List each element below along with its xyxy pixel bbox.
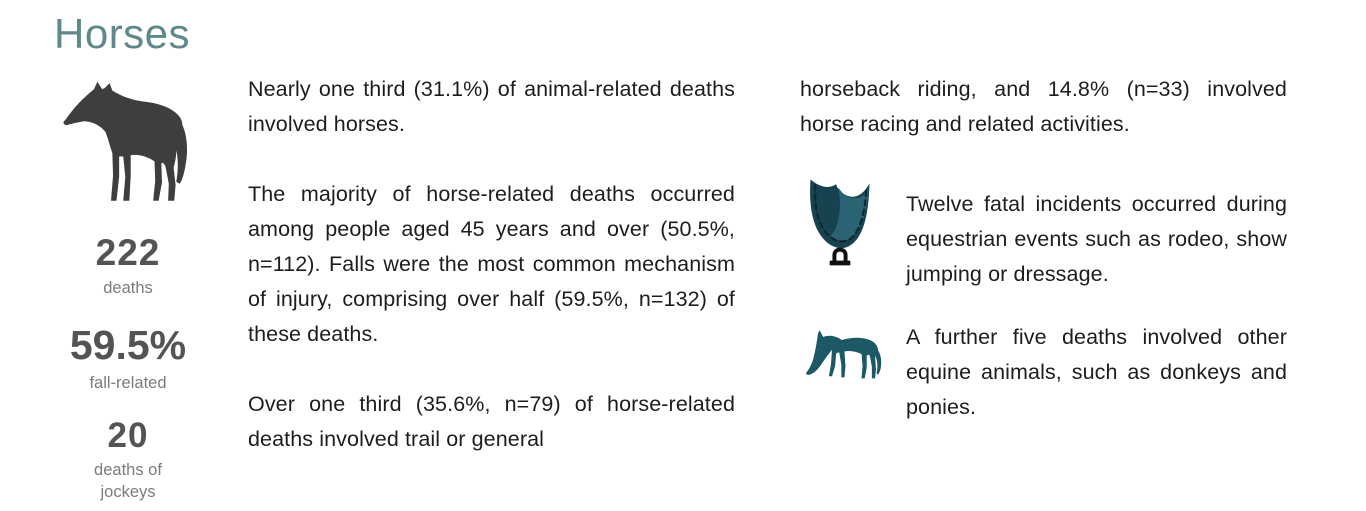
stat-value-fall-related: 59.5% — [69, 322, 187, 368]
other-equines-block: A further five deaths involved other equ… — [800, 320, 1287, 425]
equestrian-events-block: Twelve fatal incidents occurred during e… — [800, 179, 1287, 292]
stat-label-deaths: deaths — [103, 278, 153, 297]
body-paragraph: A further five deaths involved other equ… — [906, 325, 1287, 419]
stat-value-deaths: 222 — [95, 232, 161, 273]
standing-horse-icon — [63, 81, 188, 201]
body-paragraph: Nearly one third (31.1%) of animal-relat… — [248, 77, 735, 136]
grazing-horse-icon — [806, 330, 882, 379]
body-paragraph: The majority of horse-related deaths occ… — [248, 182, 735, 346]
page-title: Horses — [54, 10, 191, 57]
stat-label-fall-related: fall-related — [89, 373, 167, 392]
body-paragraph-continuation: horseback riding, and 14.8% (n=33) invol… — [800, 77, 1287, 136]
body-paragraph: Twelve fatal incidents occurred during e… — [906, 192, 1287, 286]
body-paragraph: Over one third (35.6%, n=79) of horse-re… — [248, 392, 735, 451]
saddle-icon — [810, 179, 870, 266]
stat-label-jockeys: deaths of jockeys — [94, 460, 162, 502]
stat-value-jockeys: 20 — [107, 416, 149, 456]
middle-text-column: Nearly one third (31.1%) of animal-relat… — [248, 72, 735, 492]
stats-sidebar: 222 deaths 59.5% fall-related 20 deaths … — [38, 80, 218, 503]
right-text-column: horseback riding, and 14.8% (n=33) invol… — [800, 72, 1287, 425]
